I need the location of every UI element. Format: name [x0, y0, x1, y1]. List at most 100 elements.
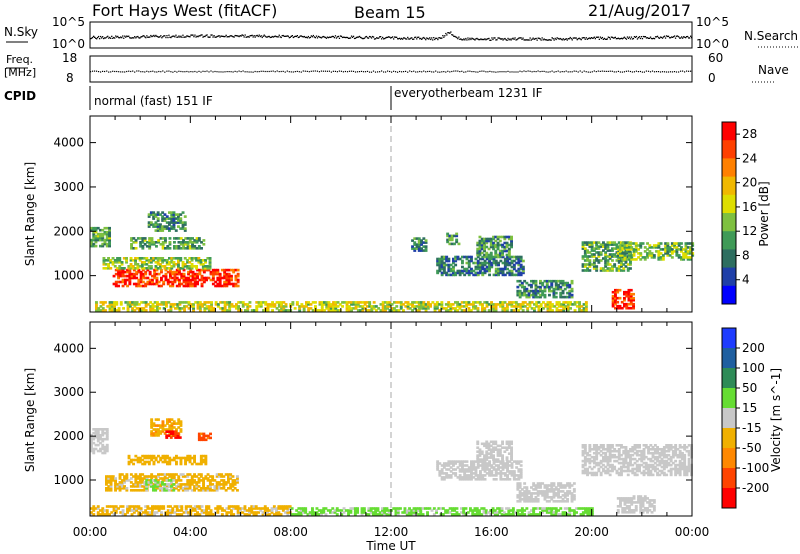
data-cell	[154, 489, 158, 492]
data-cell	[478, 303, 482, 306]
data-cell	[275, 301, 279, 304]
data-cell	[629, 261, 632, 264]
data-cell	[684, 252, 688, 255]
data-cell	[554, 291, 558, 295]
noise-point	[250, 35, 252, 37]
data-cell	[261, 513, 265, 516]
data-cell	[168, 221, 171, 224]
data-cell	[170, 219, 174, 222]
data-cell	[223, 270, 227, 274]
noise-point	[94, 36, 96, 38]
data-cell	[177, 217, 180, 220]
scatter-region	[95, 301, 588, 312]
data-cell	[239, 509, 242, 512]
freq-point	[340, 70, 342, 72]
data-cell	[578, 303, 581, 306]
data-cell	[140, 309, 144, 312]
data-cell	[266, 307, 270, 310]
data-cell	[628, 246, 631, 249]
data-cell	[206, 489, 210, 492]
data-cell	[485, 466, 489, 469]
data-cell	[546, 307, 550, 310]
data-cell	[446, 511, 450, 514]
data-cell	[452, 259, 455, 263]
noise-point	[428, 38, 430, 40]
data-cell	[206, 479, 210, 482]
data-cell	[218, 507, 222, 510]
data-cell	[156, 301, 159, 304]
data-cell	[579, 513, 583, 516]
data-cell	[172, 221, 176, 224]
data-cell	[501, 273, 505, 277]
data-cell	[154, 257, 158, 260]
data-cell	[286, 511, 290, 514]
data-cell	[494, 305, 498, 308]
freq-point	[184, 71, 186, 73]
data-cell	[196, 301, 200, 304]
data-cell	[90, 226, 93, 230]
data-cell	[105, 428, 109, 431]
freq-point	[352, 70, 355, 72]
data-cell	[519, 305, 523, 308]
data-cell	[149, 267, 153, 270]
noise-point	[173, 35, 175, 37]
noise-point	[103, 37, 105, 40]
freq-point	[545, 71, 547, 73]
data-cell	[126, 274, 129, 278]
data-cell	[614, 300, 617, 304]
data-cell	[467, 307, 471, 310]
data-cell	[245, 509, 249, 512]
data-cell	[489, 241, 493, 245]
data-cell	[103, 447, 107, 451]
data-cell	[226, 301, 229, 304]
data-cell	[179, 483, 183, 486]
data-cell	[123, 485, 126, 488]
data-cell	[166, 420, 169, 423]
data-cell	[657, 246, 661, 249]
data-cell	[614, 302, 617, 306]
data-cell	[588, 251, 592, 254]
data-cell	[163, 483, 167, 486]
data-cell	[494, 263, 498, 267]
data-cell	[465, 303, 469, 306]
data-cell	[518, 513, 522, 516]
data-cell	[608, 253, 612, 256]
data-cell	[523, 289, 527, 293]
data-cell	[147, 213, 151, 216]
data-cell	[107, 487, 111, 490]
data-cell	[597, 251, 601, 254]
data-cell	[351, 507, 355, 510]
data-cell	[327, 307, 331, 310]
data-cell	[438, 269, 442, 273]
data-cell	[481, 305, 484, 308]
data-cell	[470, 460, 473, 463]
data-cell	[478, 235, 482, 239]
data-cell	[424, 305, 428, 308]
data-cell	[424, 303, 428, 306]
data-cell	[177, 456, 181, 460]
noise-point	[159, 36, 161, 38]
data-cell	[236, 477, 239, 480]
data-cell	[604, 245, 608, 248]
noise-point	[308, 37, 310, 39]
data-cell	[539, 285, 542, 289]
data-cell	[569, 301, 572, 304]
data-cell	[575, 305, 579, 308]
data-cell	[154, 485, 158, 488]
data-cell	[566, 281, 569, 285]
data-cell	[568, 507, 572, 510]
data-cell	[497, 269, 500, 273]
data-cell	[537, 307, 541, 310]
data-cell	[235, 307, 238, 310]
data-cell	[447, 303, 451, 306]
data-cell	[151, 274, 154, 278]
data-cell	[474, 468, 478, 471]
data-cell	[120, 263, 124, 266]
noise-point	[122, 35, 124, 37]
data-cell	[210, 309, 213, 312]
data-cell	[170, 434, 174, 437]
noise-point	[513, 38, 515, 40]
data-cell	[492, 462, 496, 465]
data-cell	[134, 485, 138, 488]
noise-point	[637, 37, 640, 39]
